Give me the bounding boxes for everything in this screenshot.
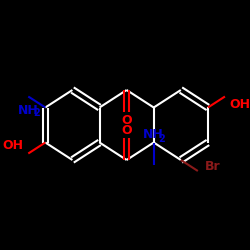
Text: OH: OH <box>230 98 250 111</box>
Text: NH: NH <box>143 128 164 140</box>
Text: O: O <box>121 124 132 136</box>
Text: NH: NH <box>18 104 39 118</box>
Text: Br: Br <box>205 160 221 172</box>
Text: 2: 2 <box>33 108 40 118</box>
Text: 2: 2 <box>158 134 165 144</box>
Text: O: O <box>121 114 132 126</box>
Text: OH: OH <box>3 139 24 152</box>
